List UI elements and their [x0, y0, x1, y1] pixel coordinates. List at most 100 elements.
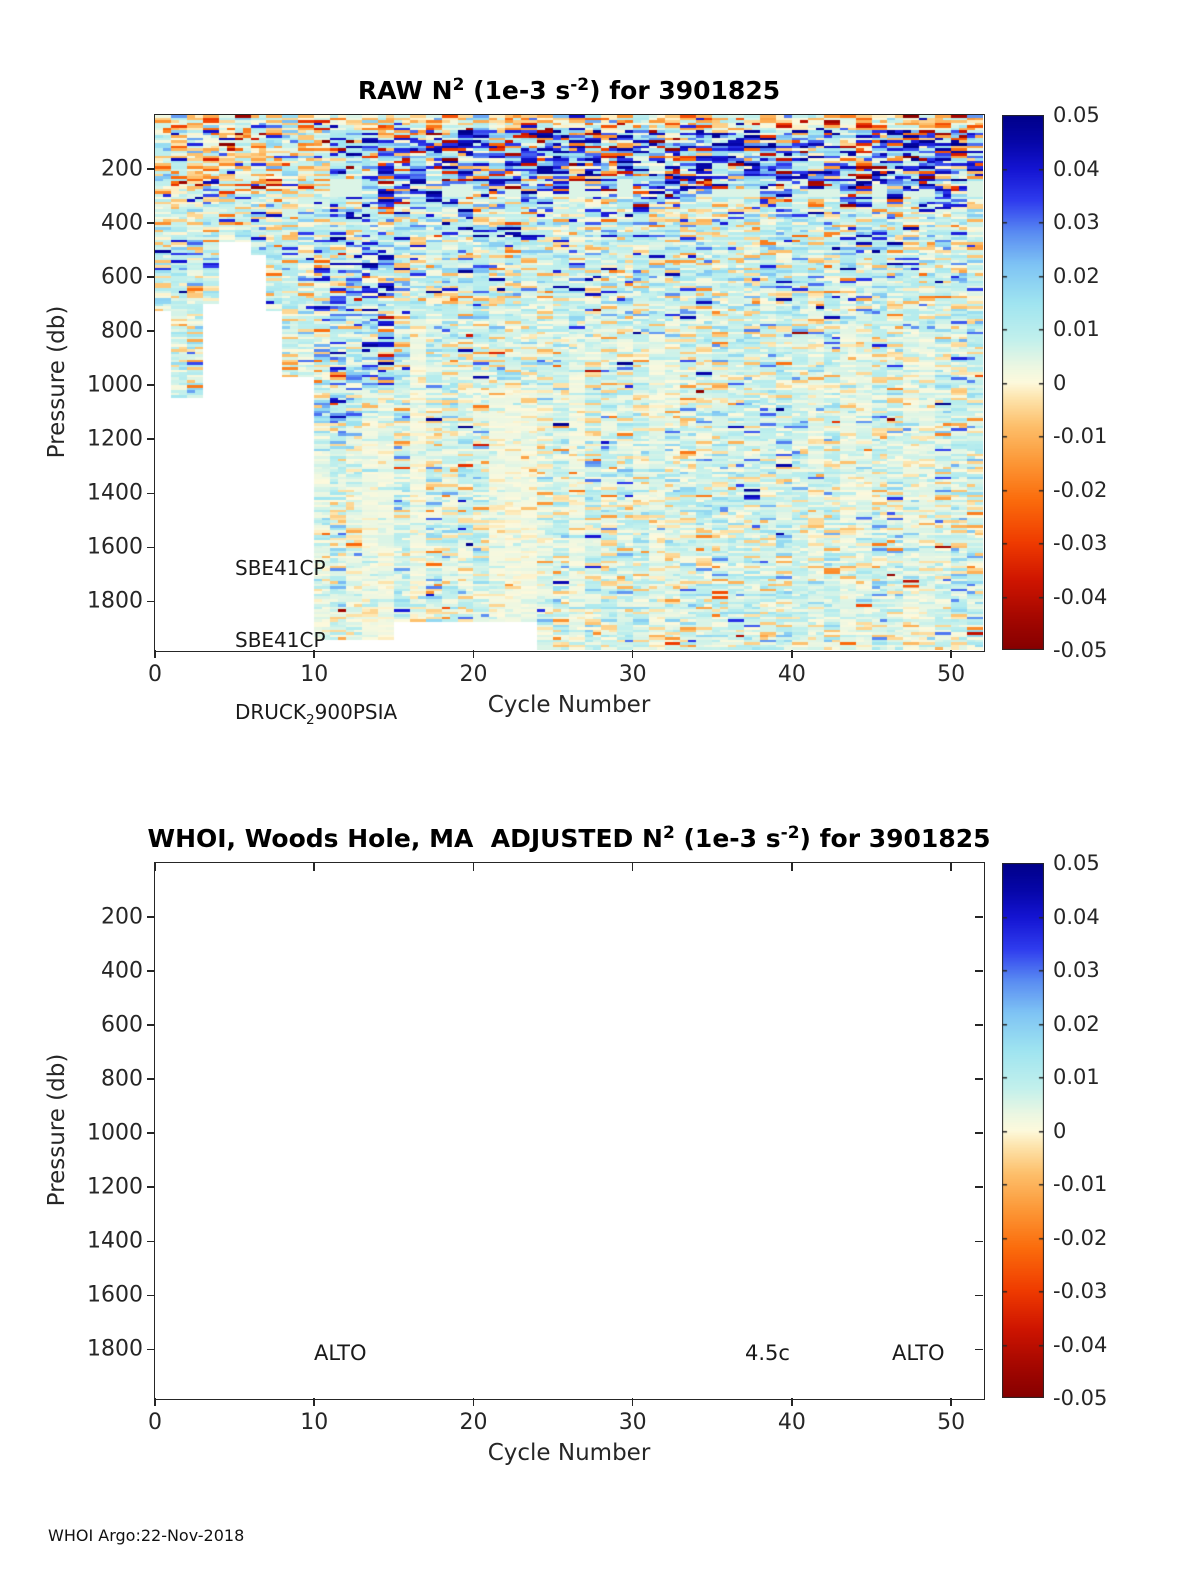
axis-tick — [147, 168, 155, 170]
axis-tick — [975, 1348, 983, 1351]
x-tick-label: 30 — [618, 1410, 647, 1435]
axis-tick — [950, 863, 952, 871]
x-tick-label: 10 — [300, 1410, 329, 1435]
plot2-title-text: WHOI, Woods Hole, MA ADJUSTED N — [147, 824, 663, 853]
axis-tick — [472, 650, 475, 658]
plot2-colorbar — [1002, 863, 1044, 1398]
plot1-y-axis-label: Pressure (db) — [44, 305, 70, 459]
y-tick-label: 1800 — [87, 588, 143, 614]
axis-tick — [154, 650, 156, 658]
plot1-title-sup1: 2 — [452, 74, 465, 95]
y-tick-label: 400 — [101, 958, 143, 984]
y-tick-label: 1800 — [87, 1336, 143, 1362]
plot2-y-axis-label: Pressure (db) — [44, 1053, 70, 1207]
axis-tick — [313, 863, 315, 871]
axis-tick — [147, 970, 155, 972]
axis-tick — [147, 222, 155, 224]
annotation-alto-1: ALTO — [314, 1341, 367, 1365]
axis-tick — [147, 1294, 155, 1297]
plot1-title-end: ) for 3901825 — [589, 76, 781, 105]
colorbar-tick-label: -0.05 — [1053, 1386, 1108, 1410]
y-tick-label: 200 — [101, 156, 143, 182]
colorbar-tick-label: 0.02 — [1053, 1011, 1100, 1036]
annotation-druck-psia: 900PSIA — [314, 700, 398, 724]
annotation-sbe41cp-1: SBE41CP — [235, 556, 326, 580]
y-tick-label: 800 — [101, 318, 143, 344]
axis-tick — [950, 1398, 952, 1406]
y-tick-label: 600 — [101, 1012, 143, 1038]
axis-tick — [472, 863, 475, 871]
colorbar-tick-label: 0.02 — [1053, 263, 1100, 288]
axis-tick — [147, 1348, 155, 1351]
axis-tick — [975, 1132, 983, 1134]
axis-tick — [975, 1240, 983, 1243]
plot2-title-mid: (1e-3 s — [674, 824, 781, 853]
x-tick-label: 50 — [937, 662, 966, 687]
y-tick-label: 1600 — [87, 1282, 143, 1308]
figure-footer-credit: WHOI Argo:22-Nov-2018 — [48, 1526, 245, 1545]
axis-tick — [147, 1186, 155, 1188]
axis-tick — [147, 1132, 155, 1134]
axis-tick — [147, 492, 155, 495]
plot1-sensor-annotation: SBE41CP SBE41CP DRUCK2900PSIA — [235, 508, 397, 775]
axis-tick — [975, 1024, 983, 1026]
axis-tick — [631, 863, 634, 871]
axis-tick — [147, 1078, 155, 1080]
colorbar-tick-label: -0.01 — [1053, 424, 1108, 448]
axis-tick — [154, 1398, 156, 1406]
annotation-alto-2: ALTO — [892, 1341, 945, 1365]
plot2-x-axis-label: Cycle Number — [487, 1440, 651, 1466]
axis-tick — [950, 650, 952, 658]
axis-tick — [313, 1398, 315, 1406]
annotation-45c: 4.5c — [745, 1341, 790, 1365]
axis-tick — [631, 650, 634, 658]
axis-tick — [147, 1024, 155, 1026]
plot2-title: WHOI, Woods Hole, MA ADJUSTED N2 (1e-3 s… — [147, 823, 991, 853]
colorbar-tick-label: -0.02 — [1053, 1225, 1108, 1250]
plot1-title: RAW N2 (1e-3 s-2) for 3901825 — [358, 74, 781, 105]
axis-tick — [791, 650, 793, 658]
colorbar-tick-label: -0.04 — [1053, 1332, 1108, 1357]
annotation-druck-sub: 2 — [306, 711, 315, 728]
plot1-colorbar — [1002, 115, 1044, 650]
axis-tick — [154, 863, 156, 871]
y-tick-label: 1400 — [87, 480, 143, 506]
colorbar-tick-label: 0 — [1053, 1118, 1067, 1143]
y-tick-label: 1000 — [87, 1120, 143, 1146]
axis-tick — [147, 1240, 155, 1243]
y-tick-label: 1000 — [87, 372, 143, 398]
y-tick-label: 1200 — [87, 426, 143, 452]
colorbar-tick-label: 0 — [1053, 370, 1067, 395]
plot1-heatmap-canvas — [155, 115, 983, 650]
axis-tick — [313, 650, 315, 658]
x-tick-label: 10 — [300, 662, 329, 687]
axis-tick — [147, 546, 155, 549]
y-tick-label: 800 — [101, 1066, 143, 1092]
colorbar-tick-label: -0.04 — [1053, 584, 1108, 609]
axis-tick — [147, 276, 155, 278]
plot2-title-end: ) for 3901825 — [799, 824, 991, 853]
axis-tick — [472, 1398, 475, 1406]
colorbar-tick-label: 0.05 — [1053, 851, 1100, 875]
colorbar-tick-label: 0.04 — [1053, 156, 1100, 181]
colorbar-tick-label: 0.04 — [1053, 904, 1100, 929]
x-tick-label: 40 — [777, 662, 806, 687]
colorbar-tick-label: 0.05 — [1053, 103, 1100, 127]
colorbar-tick-label: 0.01 — [1053, 1065, 1100, 1089]
axis-tick — [975, 1186, 983, 1188]
y-tick-label: 200 — [101, 904, 143, 930]
annotation-druck-text: DRUCK — [235, 700, 307, 724]
plot1-area — [154, 114, 985, 652]
x-tick-label: 0 — [148, 662, 162, 687]
colorbar-tick-label: -0.03 — [1053, 1279, 1108, 1303]
axis-tick — [975, 1294, 983, 1297]
colorbar-tick-label: 0.03 — [1053, 210, 1100, 234]
axis-tick — [975, 1078, 983, 1080]
axis-tick — [791, 863, 793, 871]
annotation-druck: DRUCK2900PSIA — [235, 700, 398, 728]
x-tick-label: 20 — [459, 1410, 488, 1435]
y-tick-label: 1400 — [87, 1228, 143, 1254]
x-tick-label: 0 — [148, 1410, 162, 1435]
colorbar-tick-label: 0.03 — [1053, 958, 1100, 982]
